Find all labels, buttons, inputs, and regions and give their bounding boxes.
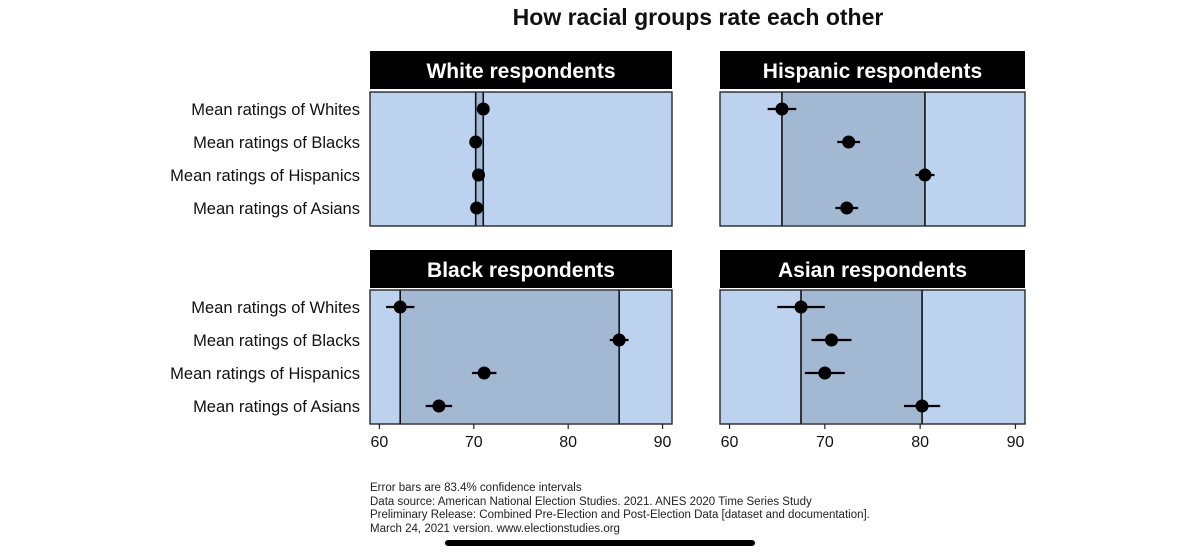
- point-asian-respondents-mean-ratings-of-whites: [794, 300, 808, 314]
- point-black-respondents-mean-ratings-of-whites: [393, 300, 407, 314]
- range-band-asian-respondents: [801, 290, 923, 424]
- panel-title-black-respondents: Black respondents: [427, 259, 615, 282]
- footnotes: Error bars are 83.4% confidence interval…: [370, 482, 1070, 536]
- footnote-data-source: Data source: American National Election …: [370, 495, 812, 508]
- panel-header-white-respondents: [370, 51, 672, 89]
- point-black-respondents-mean-ratings-of-blacks: [612, 333, 626, 347]
- point-white-respondents-mean-ratings-of-whites: [476, 102, 490, 116]
- point-black-respondents-mean-ratings-of-asians: [432, 399, 446, 413]
- panel-border-asian-respondents: [719, 289, 1026, 425]
- row-label-mean-ratings-of-whites: Mean ratings of Whites: [191, 101, 360, 119]
- panel-border-white-respondents: [369, 91, 673, 227]
- point-hispanic-respondents-mean-ratings-of-hispanics: [918, 168, 932, 182]
- x-tick-label-90: 90: [1007, 434, 1025, 451]
- x-tick-label-80: 80: [559, 434, 577, 451]
- row-label-mean-ratings-of-asians: Mean ratings of Asians: [193, 398, 360, 416]
- panel-asian-respondents: Asian respondents 60 70 80 90: [719, 250, 1026, 451]
- footnote-version: March 24, 2021 version. www.electionstud…: [370, 522, 620, 535]
- x-tick-label-60: 60: [721, 434, 739, 451]
- panel-hispanic-respondents: Hispanic respondents: [719, 51, 1026, 227]
- row-label-mean-ratings-of-hispanics: Mean ratings of Hispanics: [170, 365, 360, 383]
- row-label-mean-ratings-of-blacks: Mean ratings of Blacks: [193, 332, 360, 350]
- panel-border-hispanic-respondents: [719, 91, 1026, 227]
- row-label-mean-ratings-of-hispanics: Mean ratings of Hispanics: [170, 167, 360, 185]
- range-band-hispanic-respondents: [781, 92, 925, 226]
- row-label-mean-ratings-of-blacks: Mean ratings of Blacks: [193, 134, 360, 152]
- panel-black-respondents: Black respondents Mean ratings of Whites M…: [170, 250, 673, 451]
- panel-plot-area-white-respondents: [369, 91, 673, 227]
- panel-border-black-respondents: [369, 289, 673, 425]
- x-tick-label-90: 90: [654, 434, 672, 451]
- x-tick-label-70: 70: [816, 434, 834, 451]
- point-hispanic-respondents-mean-ratings-of-whites: [775, 102, 789, 116]
- point-white-respondents-mean-ratings-of-hispanics: [472, 168, 486, 182]
- x-tick-label-70: 70: [465, 434, 483, 451]
- x-tick-label-60: 60: [371, 434, 389, 451]
- point-white-respondents-mean-ratings-of-asians: [470, 201, 484, 215]
- home-indicator-bar: [445, 540, 755, 546]
- point-hispanic-respondents-mean-ratings-of-blacks: [842, 135, 856, 149]
- chart-title: How racial groups rate each other: [513, 4, 884, 30]
- row-label-mean-ratings-of-whites: Mean ratings of Whites: [191, 299, 360, 317]
- point-asian-respondents-mean-ratings-of-asians: [915, 399, 929, 413]
- panel-white-respondents: White respondents Mean ratings of Whites M…: [170, 51, 673, 227]
- panel-header-hispanic-respondents: [720, 51, 1025, 89]
- point-black-respondents-mean-ratings-of-hispanics: [477, 366, 491, 380]
- row-label-mean-ratings-of-asians: Mean ratings of Asians: [193, 200, 360, 218]
- point-white-respondents-mean-ratings-of-blacks: [469, 135, 483, 149]
- panel-header-black-respondents: [370, 250, 672, 288]
- panel-title-white-respondents: White respondents: [426, 60, 615, 83]
- point-asian-respondents-mean-ratings-of-blacks: [825, 333, 839, 347]
- x-tick-label-80: 80: [911, 434, 929, 451]
- point-asian-respondents-mean-ratings-of-hispanics: [818, 366, 832, 380]
- panel-title-hispanic-respondents: Hispanic respondents: [763, 60, 982, 83]
- footnote-error-bars: Error bars are 83.4% confidence interval…: [370, 482, 582, 494]
- point-hispanic-respondents-mean-ratings-of-asians: [840, 201, 854, 215]
- panel-title-asian-respondents: Asian respondents: [778, 259, 967, 282]
- range-band-white-respondents: [475, 92, 484, 226]
- panel-header-asian-respondents: [720, 250, 1025, 288]
- footnote-release: Preliminary Release: Combined Pre-Electi…: [370, 509, 870, 521]
